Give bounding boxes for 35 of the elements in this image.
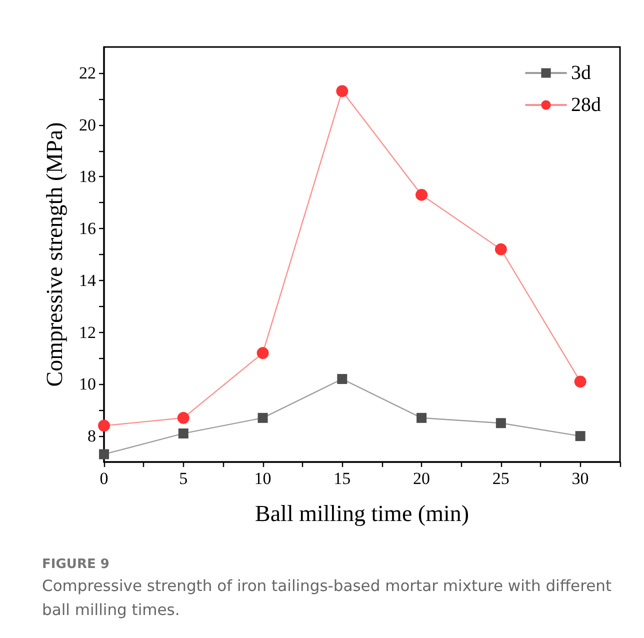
point <box>416 412 427 423</box>
text: Compressive strength of iron tailings-based mortar mixture with different ball milling times. <box>42 576 613 621</box>
y-tick-label: 22 <box>79 63 96 82</box>
point <box>256 347 269 360</box>
point <box>416 188 428 201</box>
point <box>98 420 110 432</box>
x-axis-title: Ball milling time (min) <box>254 501 470 526</box>
x-tick-label: 15 <box>334 469 351 488</box>
point <box>99 449 109 460</box>
point <box>494 243 507 256</box>
x-tick-label: 5 <box>179 469 188 488</box>
x-tick-label: 0 <box>100 469 108 488</box>
y-tick-label: 16 <box>79 219 96 238</box>
point <box>177 412 190 424</box>
legend-label: 28d <box>571 94 601 116</box>
x-tick-label: 20 <box>413 469 430 488</box>
y-axis-title: Compressive strength (MPa) <box>42 122 67 387</box>
point <box>178 428 188 438</box>
y-tick-label: 8 <box>88 426 96 446</box>
y-tick-label: 20 <box>79 115 96 134</box>
point <box>258 412 268 423</box>
x-tick-label: 10 <box>254 469 272 488</box>
y-tick-label: 10 <box>79 374 96 394</box>
y-tick-label: 18 <box>79 167 96 186</box>
y-tick-label: 12 <box>79 322 96 342</box>
y-tick-label: 14 <box>79 270 96 290</box>
legend-label: 3d <box>571 62 591 84</box>
x-tick-label: 30 <box>572 469 589 488</box>
point <box>336 85 348 98</box>
point <box>496 418 506 428</box>
point <box>337 374 348 384</box>
caption: FIGURE 9 <box>42 557 110 572</box>
x-tick-label: 25 <box>492 469 510 488</box>
point <box>574 376 586 388</box>
point <box>575 431 586 442</box>
